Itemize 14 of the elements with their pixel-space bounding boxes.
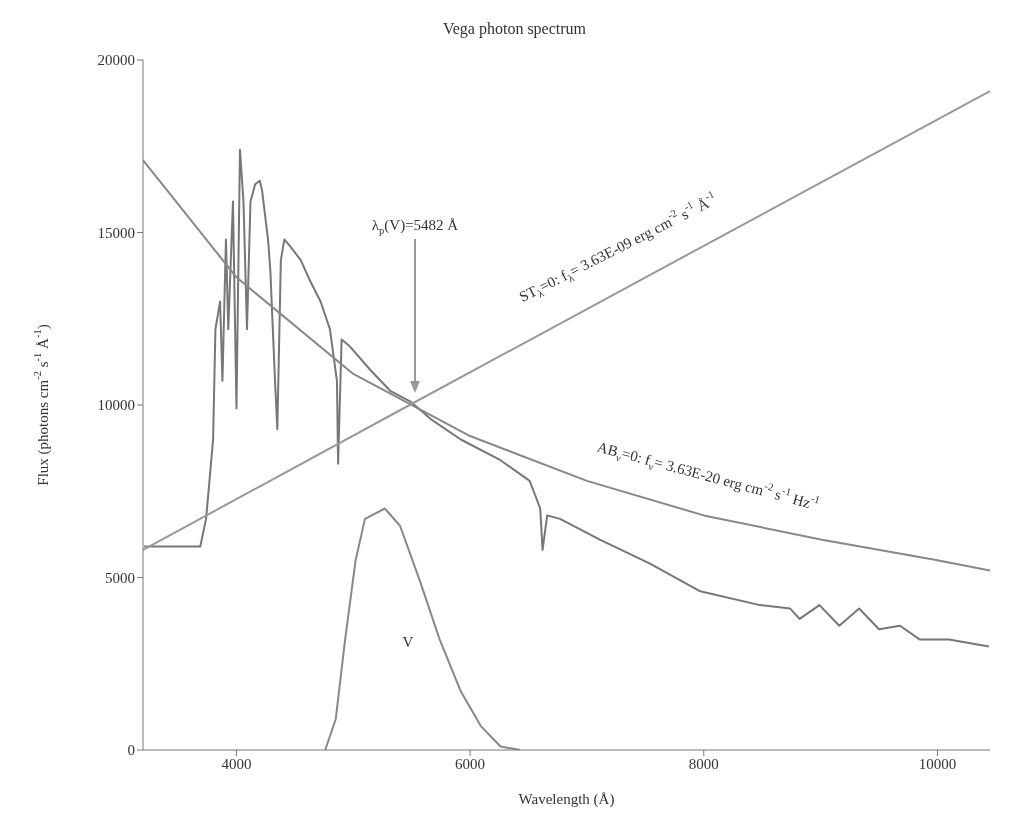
- line-series: [143, 159, 990, 572]
- annotation: V: [402, 634, 414, 650]
- x-tick-label: 8000: [688, 755, 719, 772]
- y-tick-label: 5000: [105, 569, 135, 586]
- x-tick-label: 4000: [221, 755, 252, 772]
- y-tick-label: 20000: [97, 52, 135, 69]
- y-tick-label: 15000: [97, 224, 135, 241]
- x-axis-title: Wavelength (Å): [518, 791, 615, 808]
- annotation: λ$_{p}$(V)=5482 Å: [371, 217, 459, 236]
- y-tick-label: 10000: [97, 397, 135, 414]
- x-tick-label: 6000: [455, 755, 486, 772]
- y-tick-label: 0: [127, 742, 135, 759]
- chart-title: Vega photon spectrum: [441, 20, 588, 38]
- x-tick-label: 10000: [918, 755, 957, 772]
